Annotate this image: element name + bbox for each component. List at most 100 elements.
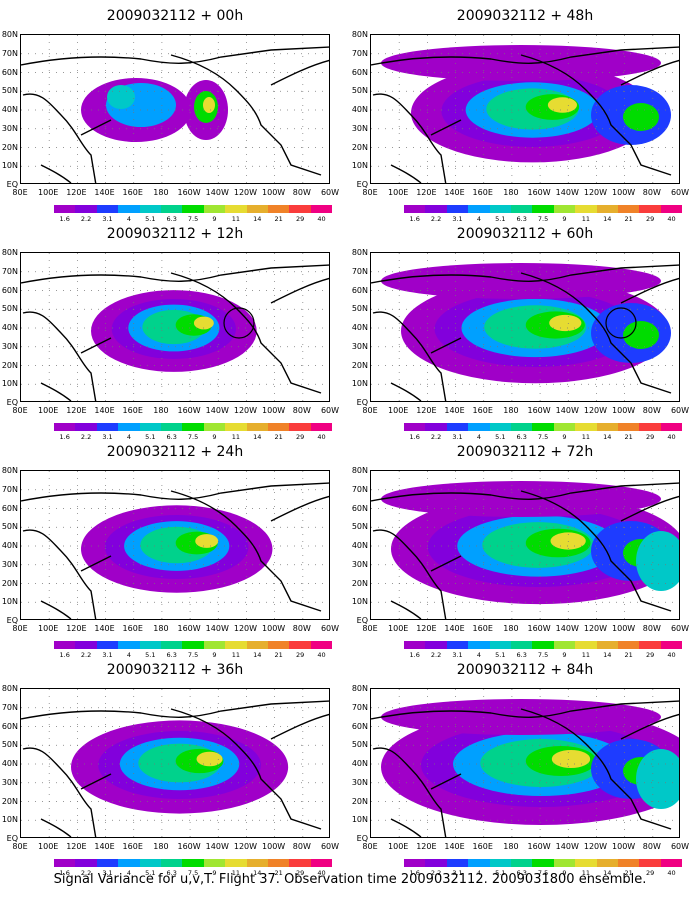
colorbar-level-label: 3.1 [102,433,113,441]
coastline [80,119,112,136]
map-panel: 2009032112 + 12h 80N 70N 60N 50N 40N 30N 20N 10N… [0,226,350,444]
lon-tick-label: 160E [122,842,143,851]
lat-tick-label: 30N [1,559,18,569]
coastline [21,46,329,66]
colorbar-swatch [182,205,204,213]
colorbar-level-label: 4 [476,433,481,441]
colorbar-swatch [553,205,576,213]
colorbar-level-label: 14 [253,651,262,659]
lon-tick-label: 140W [205,624,229,633]
colorbar-swatch [139,641,161,649]
colorbar-swatch [139,423,161,431]
lon-tick-label: 140E [94,406,115,415]
colorbar-swatch [267,205,290,213]
lon-tick-label: 160W [177,406,201,415]
map-panel: 2009032112 + 48h 80N 70N 60N 50N 40N 30N 20N 10N… [350,8,700,226]
lon-tick-label: 60W [670,406,690,415]
colorbar-swatch [553,641,576,649]
coastline [620,495,679,522]
colorbar-level-label: 29 [645,215,655,223]
panel-title: 2009032112 + 36h [106,662,244,678]
lon-tick-label: 80W [642,406,661,415]
lon-tick-label: 120W [233,624,258,633]
lat-tick-label: 70N [1,484,18,494]
lat-tick-label: 40N [351,541,368,550]
lon-tick-label: 100E [388,406,409,415]
lon-tick-label: 80W [292,188,311,197]
signal-variance-map [370,688,680,838]
coastline [390,600,422,619]
lon-tick-label: 80W [642,624,661,633]
colorbar-swatch [639,859,661,867]
lat-tick-label: 60N [351,721,368,731]
colorbar-level-label: 21 [624,869,633,877]
colorbar-swatch [404,205,426,213]
colorbar-swatch [446,859,469,867]
colorbar-swatch [160,423,183,431]
lat-tick-label: EQ [6,398,18,407]
colorbar-level-label: 7.5 [187,215,199,223]
colorbar-swatch [289,423,311,431]
lat-tick-label: 60N [351,285,368,295]
coastline [80,773,112,790]
colorbar-level-label: 11 [231,215,241,223]
lon-tick-label: 100E [388,188,409,197]
lat-tick-label: 80N [1,248,18,257]
lon-tick-label: 140E [444,188,465,197]
lon-tick-label: 100W [612,624,636,633]
lon-tick-label: 180 [503,624,519,633]
lat-tick-label: 40N [1,105,18,114]
variance-contour [107,85,135,109]
colorbar-level-label: 14 [603,869,612,877]
colorbar-swatch [596,859,618,867]
colorbar-swatch [404,641,426,649]
lat-tick-label: EQ [6,180,18,189]
lon-tick-label: 60W [320,406,340,415]
colorbar-swatch [596,641,618,649]
colorbar-level-label: 1.6 [59,651,70,659]
lon-tick-label: 140E [94,624,115,633]
map-panel: 2009032112 + 36h 80N 70N 60N 50N 40N 30N 20N 10N… [0,662,350,880]
coastline [390,164,422,183]
colorbar-swatch [310,859,333,867]
lon-tick-label: 80E [12,406,28,415]
colorbar-level-label: 1.6 [409,651,420,659]
colorbar-level-label: 3.1 [102,215,113,223]
colorbar [54,423,333,431]
variance-contour [636,531,679,591]
lon-tick-label: 160E [122,406,143,415]
colorbar-swatch [639,423,661,431]
lat-tick-label: 10N [1,161,18,171]
colorbar-level-label: 40 [317,651,326,659]
colorbar-swatch [532,423,554,431]
lon-tick-label: 120E [66,624,87,633]
colorbar-level-label: 5.1 [145,869,156,877]
lon-tick-label: 160E [472,188,493,197]
colorbar-swatch [425,641,447,649]
lon-tick-label: 140E [444,624,465,633]
colorbar-swatch [54,205,76,213]
colorbar-swatch [617,423,640,431]
lon-tick-label: 100W [612,188,636,197]
variance-contour [203,97,215,113]
colorbar-level-label: 40 [667,869,676,877]
variance-contour [636,749,679,809]
map-panel: 2009032112 + 00h 80N 70N 60N 50N 40N 30N 20N 10N… [0,8,350,226]
colorbar-swatch [96,423,119,431]
colorbar-swatch [489,423,511,431]
colorbar-level-label: 9 [212,433,217,441]
map-panel: 2009032112 + 72h 80N 70N 60N 50N 40N 30N 20N 10N… [350,444,700,662]
colorbar-swatch [575,205,597,213]
colorbar-swatch [203,859,226,867]
colorbar-swatch [425,859,447,867]
lon-tick-label: 120W [583,624,608,633]
colorbar-swatch [289,205,311,213]
lat-tick-label: 30N [351,341,368,351]
colorbar-swatch [575,859,597,867]
colorbar-swatch [96,641,119,649]
colorbar-level-label: 40 [667,651,676,659]
lon-tick-label: 100W [612,842,636,851]
lon-tick-label: 60W [320,624,340,633]
variance-contour [547,97,577,113]
signal-variance-map [20,252,330,402]
